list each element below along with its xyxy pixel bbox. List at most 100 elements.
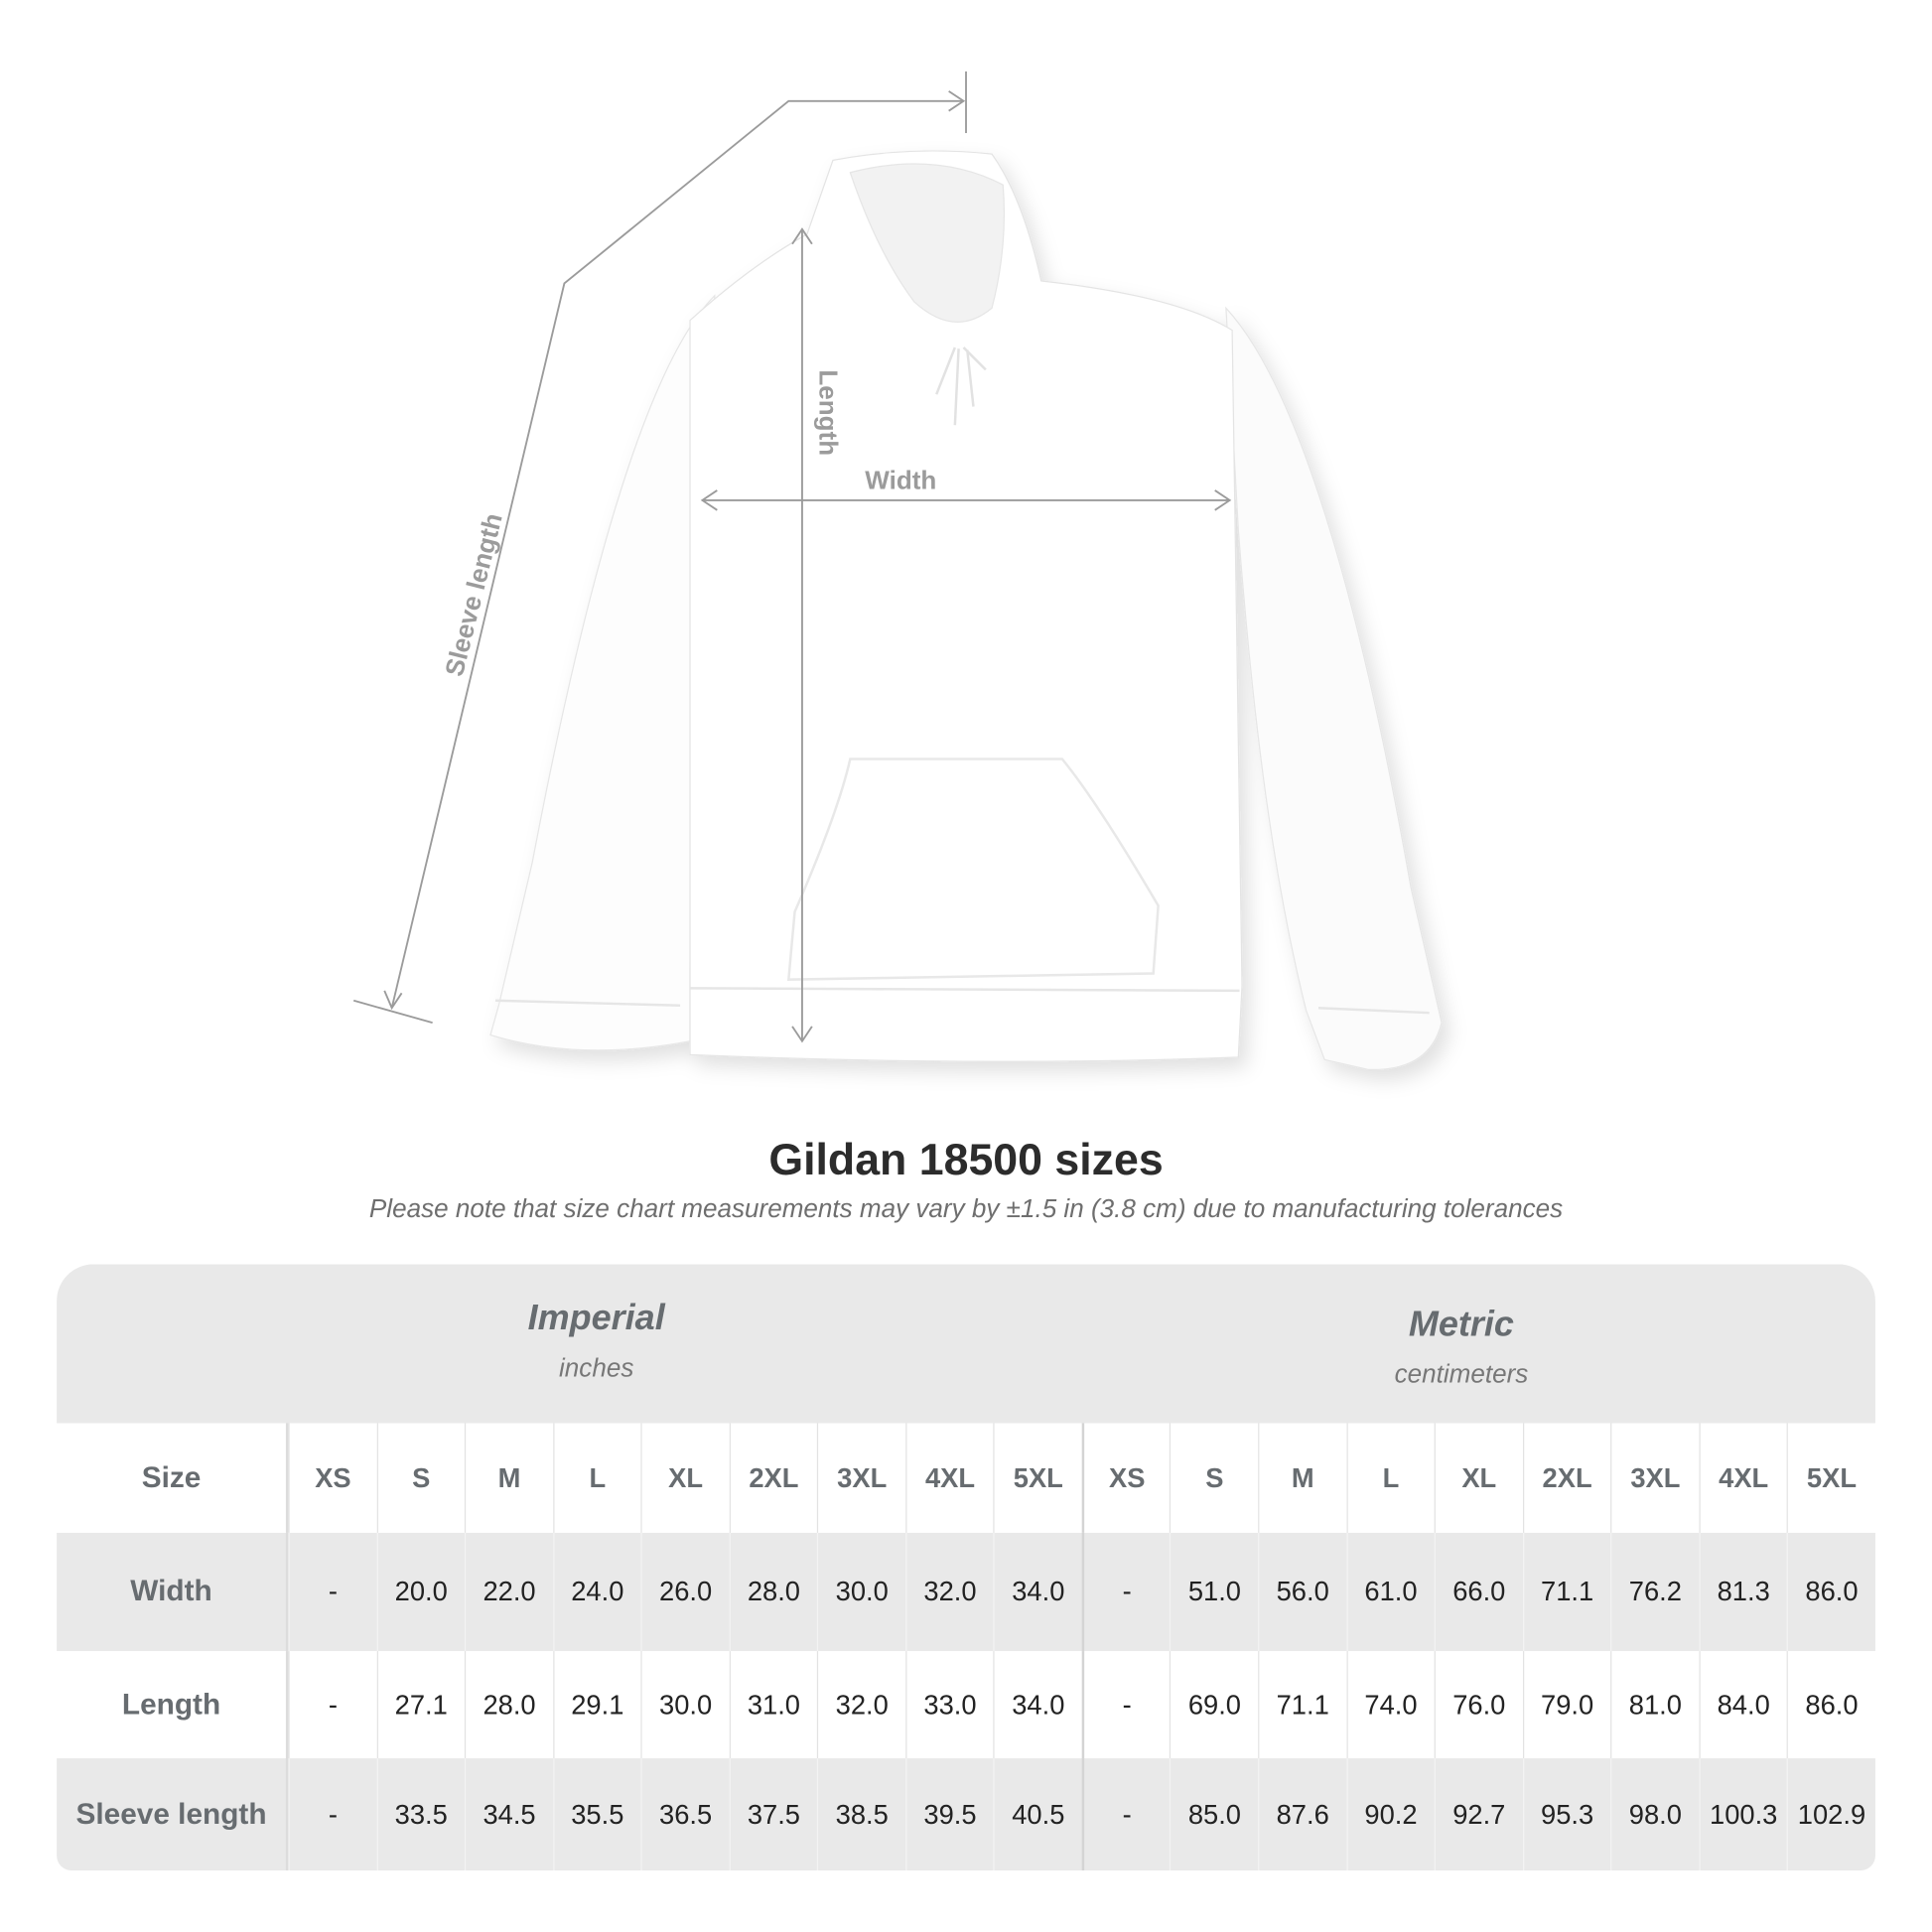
- size-header-cell: XS: [288, 1423, 376, 1533]
- imperial-value-cell: 34.0: [993, 1532, 1082, 1652]
- metric-value-cell: 66.0: [1434, 1532, 1523, 1652]
- size-header-row: Size XS S M L XL 2XL 3XL 4XL 5XL XS S M L XL 2XL 3XL 4XL 5…: [57, 1423, 1875, 1533]
- hoodie-image: [489, 150, 1443, 1070]
- size-header-cell: 2XL: [729, 1423, 817, 1533]
- imperial-value-cell: 30.0: [817, 1532, 905, 1652]
- imperial-value-cell: 39.5: [904, 1758, 994, 1870]
- sleeve-length-label: Sleeve length: [439, 510, 508, 679]
- size-header-cell: XL: [640, 1423, 730, 1533]
- size-header-cell: 5XL: [993, 1423, 1082, 1533]
- metric-value-cell: 56.0: [1258, 1532, 1346, 1652]
- length-label: Length: [813, 369, 843, 456]
- width-label: Width: [865, 466, 936, 495]
- metric-value-cell: 84.0: [1699, 1651, 1787, 1759]
- imperial-value-cell: 28.0: [729, 1532, 817, 1652]
- metric-value-cell: -: [1081, 1758, 1171, 1870]
- imperial-value-cell: 33.5: [376, 1758, 465, 1870]
- metric-value-cell: 86.0: [1786, 1651, 1875, 1759]
- length-arrow-top-icon: [791, 227, 813, 245]
- sleeve-tick-bottom: [352, 999, 433, 1025]
- metric-value-cell: 61.0: [1345, 1532, 1435, 1652]
- unit-header: Imperial inches Metric centimeters: [57, 1264, 1875, 1424]
- metric-value-cell: 81.3: [1699, 1532, 1787, 1652]
- metric-value-cell: 102.9: [1786, 1758, 1875, 1870]
- table-row: Sleeve length -33.5 34.5 35.5 36.5 37.5 38.5 39…: [57, 1758, 1875, 1870]
- size-header-cell: 3XL: [1610, 1423, 1699, 1533]
- sleeve-length-line: [390, 99, 964, 1009]
- imperial-value-cell: -: [288, 1532, 376, 1652]
- metric-value-cell: 100.3: [1699, 1758, 1787, 1870]
- imperial-value-cell: -: [288, 1651, 376, 1759]
- measure-lines: [352, 70, 1232, 1043]
- imperial-value-cell: 37.5: [729, 1758, 817, 1870]
- metric-value-cell: 79.0: [1522, 1651, 1611, 1759]
- metric-title: Metric: [1408, 1305, 1514, 1345]
- table-row: Width -20.0 22.0 24.0 26.0 28.0 30.0 32.0 34.0-5…: [57, 1532, 1875, 1652]
- imperial-value-cell: 22.0: [465, 1532, 553, 1652]
- hoodie-illustration: Length Width Sleeve length: [352, 70, 1443, 1070]
- metric-value-cell: 81.0: [1610, 1651, 1699, 1759]
- imperial-value-cell: 20.0: [376, 1532, 465, 1652]
- size-header-cell: 4XL: [904, 1423, 994, 1533]
- width-arrow-left-icon: [700, 489, 718, 511]
- metric-value-cell: 95.3: [1522, 1758, 1611, 1870]
- size-header-cell: 5XL: [1786, 1423, 1875, 1533]
- row-label: Size: [57, 1423, 289, 1533]
- metric-header: Metric centimeters: [1154, 1305, 1770, 1390]
- hood-inner: [849, 163, 1006, 323]
- imperial-value-cell: 27.1: [376, 1651, 465, 1759]
- metric-unit: centimeters: [1394, 1360, 1529, 1389]
- imperial-value-cell: 32.0: [904, 1532, 994, 1652]
- row-label: Width: [57, 1532, 289, 1652]
- metric-value-cell: 51.0: [1170, 1532, 1258, 1652]
- metric-value-cell: 98.0: [1610, 1758, 1699, 1870]
- metric-value-cell: 85.0: [1170, 1758, 1258, 1870]
- imperial-value-cell: 31.0: [729, 1651, 817, 1759]
- size-header-cell: XL: [1434, 1423, 1523, 1533]
- metric-value-cell: 76.2: [1610, 1532, 1699, 1652]
- tolerance-note: Please note that size chart measurements…: [368, 1194, 1564, 1224]
- size-header-cell: 4XL: [1699, 1423, 1787, 1533]
- row-label: Sleeve length: [57, 1758, 289, 1870]
- imperial-title: Imperial: [527, 1299, 665, 1338]
- imperial-value-cell: 29.1: [552, 1651, 641, 1759]
- size-header-cell: M: [1258, 1423, 1346, 1533]
- metric-value-cell: 71.1: [1258, 1651, 1346, 1759]
- imperial-header: Imperial inches: [288, 1299, 904, 1384]
- size-header-cell: L: [552, 1423, 641, 1533]
- size-header-cell: L: [1345, 1423, 1435, 1533]
- metric-value-cell: -: [1081, 1651, 1171, 1759]
- hoodie-body: [689, 150, 1243, 1062]
- imperial-value-cell: 30.0: [640, 1651, 730, 1759]
- drawstring: [935, 346, 987, 426]
- pocket: [786, 758, 1160, 981]
- waistband-seam: [494, 987, 1430, 1015]
- metric-value-cell: 92.7: [1434, 1758, 1523, 1870]
- width-arrow-right-icon: [1214, 489, 1232, 511]
- size-header-cell: 3XL: [817, 1423, 905, 1533]
- imperial-unit: inches: [559, 1353, 634, 1383]
- metric-value-cell: 69.0: [1170, 1651, 1258, 1759]
- metric-value-cell: 87.6: [1258, 1758, 1346, 1870]
- table-row: Length -27.1 28.0 29.1 30.0 31.0 32.0 33.0 34.0-…: [57, 1651, 1875, 1759]
- size-header-cell: XS: [1081, 1423, 1171, 1533]
- metric-value-cell: 90.2: [1345, 1758, 1435, 1870]
- right-sleeve: [1225, 306, 1443, 1070]
- imperial-value-cell: 24.0: [552, 1532, 641, 1652]
- imperial-value-cell: 32.0: [817, 1651, 905, 1759]
- chart-title: Gildan 18500 sizes: [768, 1133, 1164, 1184]
- imperial-value-cell: 33.0: [904, 1651, 994, 1759]
- metric-value-cell: 74.0: [1345, 1651, 1435, 1759]
- metric-value-cell: 86.0: [1786, 1532, 1875, 1652]
- imperial-value-cell: 38.5: [817, 1758, 905, 1870]
- imperial-value-cell: 28.0: [465, 1651, 553, 1759]
- imperial-value-cell: 35.5: [552, 1758, 641, 1870]
- length-arrow-bottom-icon: [791, 1026, 813, 1043]
- imperial-value-cell: -: [288, 1758, 376, 1870]
- metric-value-cell: -: [1081, 1532, 1171, 1652]
- left-sleeve: [489, 294, 716, 1051]
- size-header-cell: S: [376, 1423, 465, 1533]
- row-label: Length: [57, 1651, 289, 1759]
- imperial-value-cell: 34.5: [465, 1758, 553, 1870]
